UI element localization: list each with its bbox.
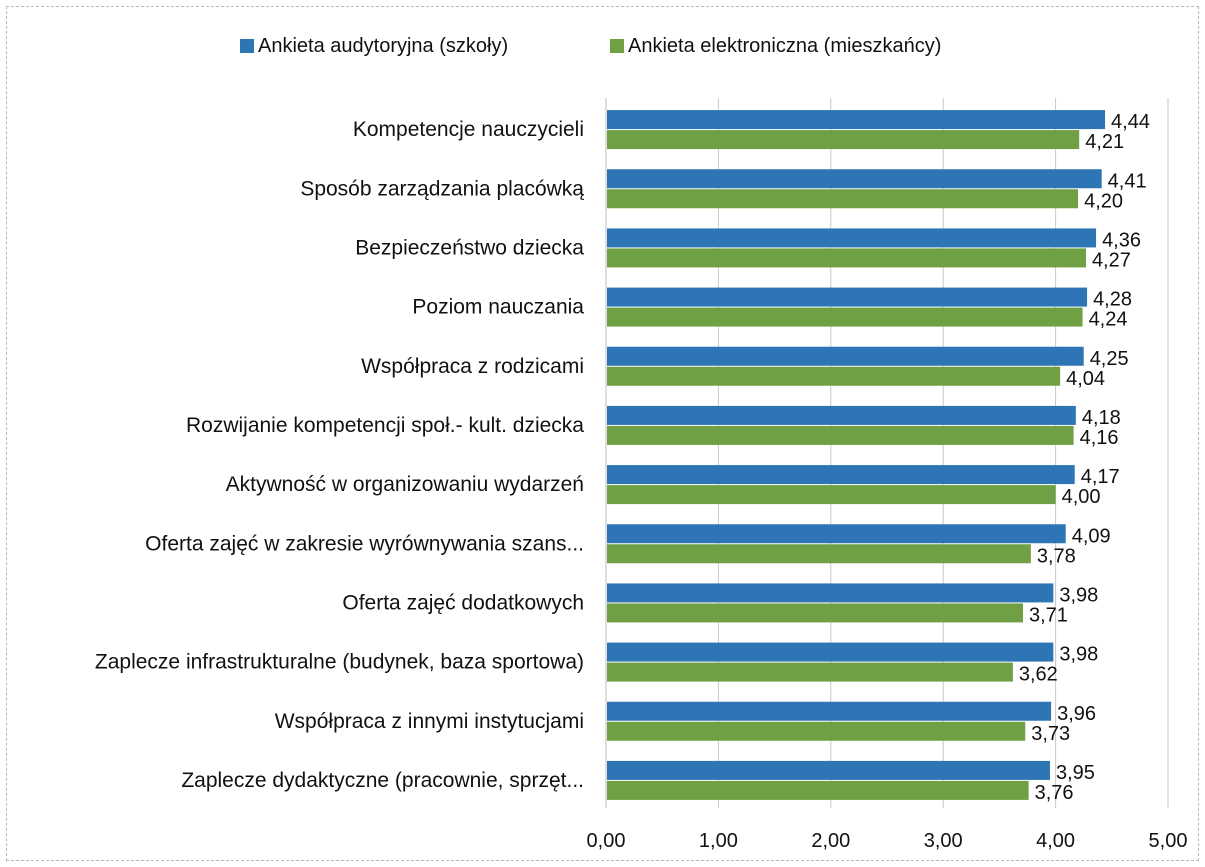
category-label: Aktywność w organizowaniu wydarzeń xyxy=(226,473,584,496)
bar xyxy=(607,405,1076,425)
category-label: Bezpieczeństwo dziecka xyxy=(355,236,584,259)
bar xyxy=(607,524,1066,544)
data-label: 4,44 xyxy=(1111,111,1150,133)
x-tick-label: 4,00 xyxy=(1036,830,1075,852)
legend-swatch xyxy=(240,39,254,53)
x-tick-label: 0,00 xyxy=(587,830,626,852)
data-label: 4,04 xyxy=(1066,368,1105,390)
data-label: 3,98 xyxy=(1059,584,1098,606)
bar xyxy=(607,346,1084,366)
category-label: Współpraca z innymi instytucjami xyxy=(275,710,584,733)
bar xyxy=(607,465,1075,485)
data-label: 3,62 xyxy=(1019,664,1058,686)
bar xyxy=(607,485,1056,505)
bar xyxy=(607,248,1086,268)
category-label: Zaplecze dydaktyczne (pracownie, sprzęt.… xyxy=(181,769,584,792)
bar xyxy=(607,130,1080,150)
bar xyxy=(607,228,1097,248)
x-tick-label: 1,00 xyxy=(699,830,738,852)
data-label: 3,98 xyxy=(1059,644,1098,666)
bar xyxy=(607,287,1088,307)
data-label: 4,24 xyxy=(1089,309,1128,331)
category-label: Sposób zarządzania placówką xyxy=(300,177,584,200)
data-label: 4,20 xyxy=(1084,190,1123,212)
category-label: Rozwijanie kompetencji społ.- kult. dzie… xyxy=(186,414,584,437)
legend-swatch xyxy=(610,39,624,53)
data-label: 4,00 xyxy=(1062,486,1101,508)
data-label: 4,18 xyxy=(1082,407,1121,429)
data-label: 4,28 xyxy=(1093,289,1132,311)
category-label: Zaplecze infrastrukturalne (budynek, baz… xyxy=(95,651,584,674)
bar xyxy=(607,583,1054,603)
bar xyxy=(607,721,1026,741)
legend-label: Ankieta audytoryjna (szkoły) xyxy=(258,35,508,57)
data-label: 4,41 xyxy=(1108,170,1147,192)
bar xyxy=(607,701,1052,721)
bar xyxy=(607,603,1024,623)
data-label: 4,09 xyxy=(1072,525,1111,547)
data-label: 3,76 xyxy=(1035,782,1074,804)
bar xyxy=(607,366,1061,386)
x-tick-label: 3,00 xyxy=(924,830,963,852)
data-label: 4,16 xyxy=(1080,427,1119,449)
data-label: 4,36 xyxy=(1102,229,1141,251)
bar xyxy=(607,760,1050,780)
data-label: 3,73 xyxy=(1031,723,1070,745)
category-label: Oferta zajęć w zakresie wyrównywania sza… xyxy=(145,532,584,555)
category-label: Kompetencje nauczycieli xyxy=(353,118,584,141)
category-label: Oferta zajęć dodatkowych xyxy=(342,591,584,614)
data-label: 4,27 xyxy=(1092,249,1131,271)
x-tick-label: 2,00 xyxy=(811,830,850,852)
category-label: Poziom nauczania xyxy=(412,296,584,319)
x-tick-label: 5,00 xyxy=(1149,830,1188,852)
category-label: Współpraca z rodzicami xyxy=(361,355,584,378)
data-label: 3,95 xyxy=(1056,762,1095,784)
bar xyxy=(607,169,1102,189)
bar xyxy=(607,307,1083,327)
data-label: 4,25 xyxy=(1090,348,1129,370)
legend-label: Ankieta elektroniczna (mieszkańcy) xyxy=(628,35,941,57)
bar xyxy=(607,110,1106,130)
bar xyxy=(607,189,1079,209)
bar xyxy=(607,662,1013,682)
data-label: 3,96 xyxy=(1057,703,1096,725)
data-label: 3,78 xyxy=(1037,545,1076,567)
data-label: 4,17 xyxy=(1081,466,1120,488)
bar xyxy=(607,780,1029,800)
bar xyxy=(607,425,1074,445)
bar xyxy=(607,642,1054,662)
data-label: 4,21 xyxy=(1085,131,1124,153)
data-label: 3,71 xyxy=(1029,604,1068,626)
bar xyxy=(607,544,1031,564)
